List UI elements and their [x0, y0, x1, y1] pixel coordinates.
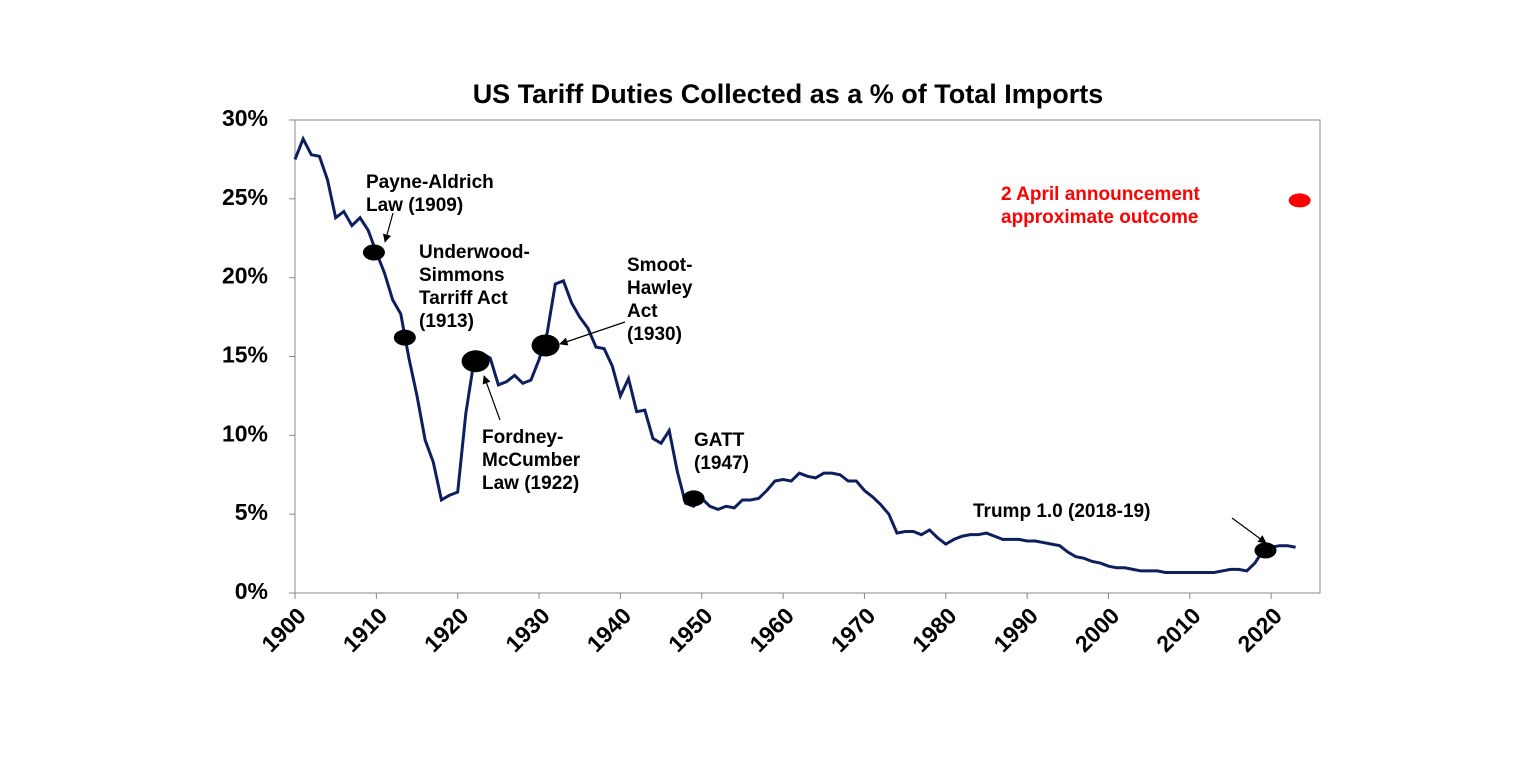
x-tick-label: 1960 [744, 602, 799, 657]
x-tick-label: 2000 [1070, 602, 1125, 657]
y-tick-label: 25% [222, 184, 268, 210]
annotation-text: McCumber [482, 450, 581, 471]
annotation-arrow [482, 375, 501, 421]
x-tick-label: 2010 [1151, 602, 1206, 657]
annotation-text: Simmons [419, 265, 505, 286]
annotation-text: Fordney- [482, 427, 563, 448]
annotation-arrow [382, 212, 394, 243]
annotation-text: Act [627, 301, 658, 322]
x-tick-label: 1940 [582, 602, 637, 657]
y-tick-label: 10% [222, 420, 268, 446]
chart-title: US Tariff Duties Collected as a % of Tot… [473, 79, 1104, 109]
outlook-text: approximate outcome [1001, 207, 1198, 228]
x-tick-label: 1910 [338, 602, 393, 657]
data-line [293, 135, 1296, 575]
x-tick-label: 1900 [256, 602, 311, 657]
annotation-dot [1254, 542, 1277, 559]
x-tick-label: 1930 [500, 602, 555, 657]
y-tick-label: 15% [222, 342, 268, 368]
annotation-text: Law (1909) [366, 195, 463, 216]
y-tick-label: 20% [222, 263, 268, 289]
x-tick-label: 1970 [826, 602, 881, 657]
annotation-text: Law (1922) [482, 473, 579, 494]
annotation-arrow [559, 321, 626, 346]
annotation-arrow [1231, 517, 1267, 544]
annotation-text: GATT [694, 430, 745, 451]
annotation-dot [461, 350, 490, 373]
annotation-text: Tarriff Act [419, 288, 508, 309]
x-tick-label: 2020 [1232, 602, 1287, 657]
outlook-dot [1288, 193, 1311, 208]
annotation-text: Underwood- [419, 242, 530, 263]
annotation-dot [393, 329, 416, 346]
x-tick-label: 1980 [907, 602, 962, 657]
annotation-text: Hawley [627, 278, 693, 299]
annotation-text: Smoot- [627, 255, 692, 276]
annotation-text: Payne-Aldrich [366, 172, 494, 193]
annotation-text: (1930) [627, 324, 682, 345]
y-tick-label: 5% [235, 499, 268, 525]
annotation-text: (1947) [694, 453, 749, 474]
x-tick-label: 1950 [663, 602, 718, 657]
outlook-text: 2 April announcement [1001, 184, 1200, 205]
annotation-text: (1913) [419, 311, 474, 332]
annotation-text: Trump 1.0 (2018-19) [973, 501, 1150, 522]
x-tick-label: 1990 [988, 602, 1043, 657]
annotation-dot [531, 334, 560, 357]
annotation-dot [362, 244, 385, 261]
y-tick-label: 30% [222, 105, 268, 131]
annotation-dot [682, 490, 705, 507]
y-tick-label: 0% [235, 578, 268, 604]
x-tick-label: 1920 [419, 602, 474, 657]
